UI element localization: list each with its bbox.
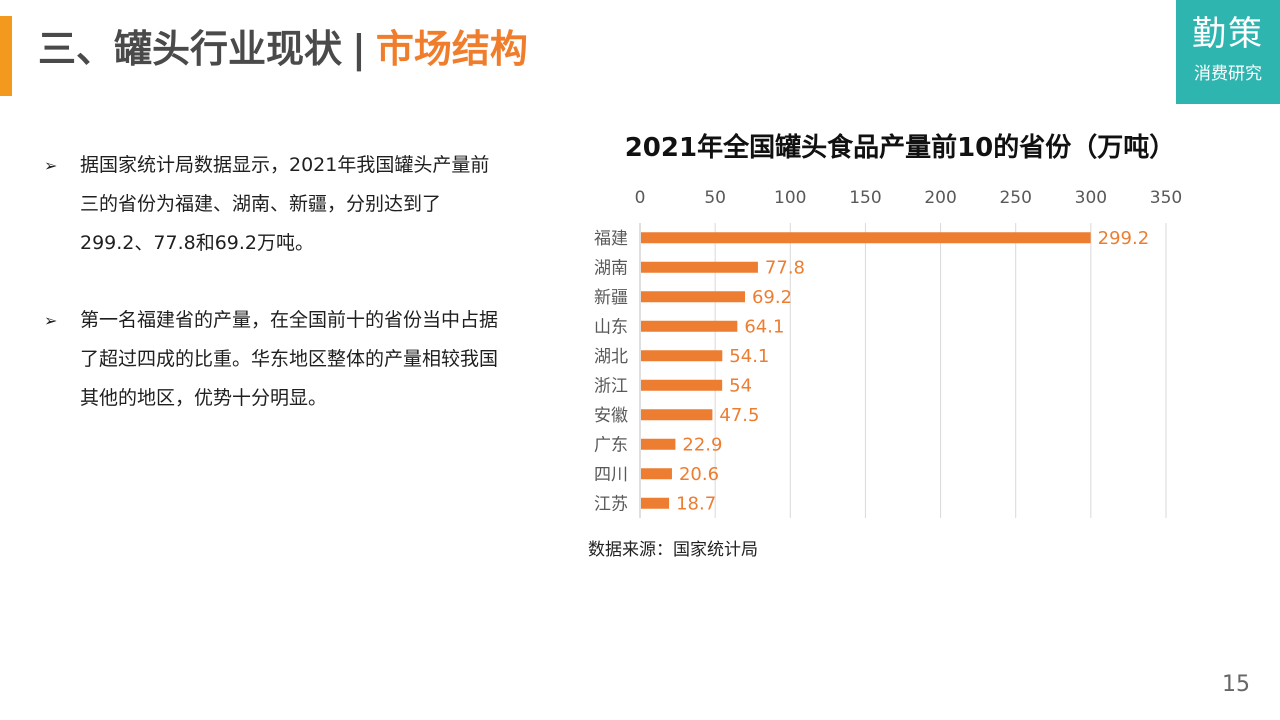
bar [641,261,758,273]
bullet-item: ➢ 据国家统计局数据显示，2021年我国罐头产量前三的省份为福建、湖南、新疆，分… [44,146,504,263]
category-label: 山东 [594,317,628,337]
category-label: 浙江 [594,376,628,396]
bullet-text: 第一名福建省的产量，在全国前十的省份当中占据了超过四成的比重。华东地区整体的产量… [80,309,499,409]
data-label: 18.7 [676,493,716,514]
data-label: 20.6 [679,464,719,485]
data-label: 22.9 [682,434,722,455]
title-separator: | [352,27,366,71]
x-tick-label: 350 [1150,188,1182,208]
bar-chart: 0 50 100 150 200 250 300 350 福建 299.2 湖南 77.8 新疆 69.2… [594,188,1182,518]
data-label: 47.5 [719,405,759,426]
bar [641,320,738,332]
data-label: 64.1 [744,316,784,337]
bullet-item: ➢ 第一名福建省的产量，在全国前十的省份当中占据了超过四成的比重。华东地区整体的… [44,301,504,418]
category-label: 新疆 [594,288,628,308]
page-title-sub: 市场结构 [375,27,528,71]
bar [641,350,723,362]
bar [641,409,713,421]
data-source: 数据来源：国家统计局 [588,540,758,560]
bar [641,438,676,450]
header-accent-bar [0,16,12,96]
chart-title: 2021年全国罐头食品产量前10的省份（万吨） [624,133,1176,163]
data-label: 69.2 [752,287,792,308]
page-number: 15 [1222,672,1250,697]
x-tick-label: 0 [635,188,646,208]
bar [641,379,723,391]
page-title-main: 三、罐头行业现状 [38,27,343,71]
data-label: 299.2 [1098,228,1150,249]
x-tick-label: 300 [1075,188,1107,208]
bullet-list: ➢ 据国家统计局数据显示，2021年我国罐头产量前三的省份为福建、湖南、新疆，分… [44,146,504,456]
category-label: 江苏 [594,494,628,514]
brand-logo: 勤策 消费研究 [1176,0,1280,104]
category-label: 安徽 [594,406,628,426]
category-label: 福建 [594,229,628,249]
category-label: 湖南 [594,258,628,278]
category-label: 广东 [594,435,628,455]
bar [641,497,670,509]
arrow-bullet-icon: ➢ [44,156,58,175]
logo-tagline: 消费研究 [1194,64,1262,84]
x-tick-label: 100 [774,188,806,208]
logo-name: 勤策 [1192,14,1264,54]
x-tick-label: 50 [704,188,726,208]
category-label: 湖北 [594,347,628,367]
bar [641,291,745,303]
page-title: 三、罐头行业现状 | 市场结构 [38,24,528,74]
arrow-bullet-icon: ➢ [44,311,58,330]
x-tick-label: 200 [924,188,956,208]
x-tick-label: 150 [849,188,881,208]
bar [641,468,672,480]
category-label: 四川 [594,465,628,485]
x-tick-label: 250 [999,188,1031,208]
bullet-text: 据国家统计局数据显示，2021年我国罐头产量前三的省份为福建、湖南、新疆，分别达… [80,154,490,254]
data-label: 77.8 [765,257,805,278]
data-label: 54.1 [729,346,769,367]
data-label: 54 [729,375,752,396]
bar [641,232,1091,244]
